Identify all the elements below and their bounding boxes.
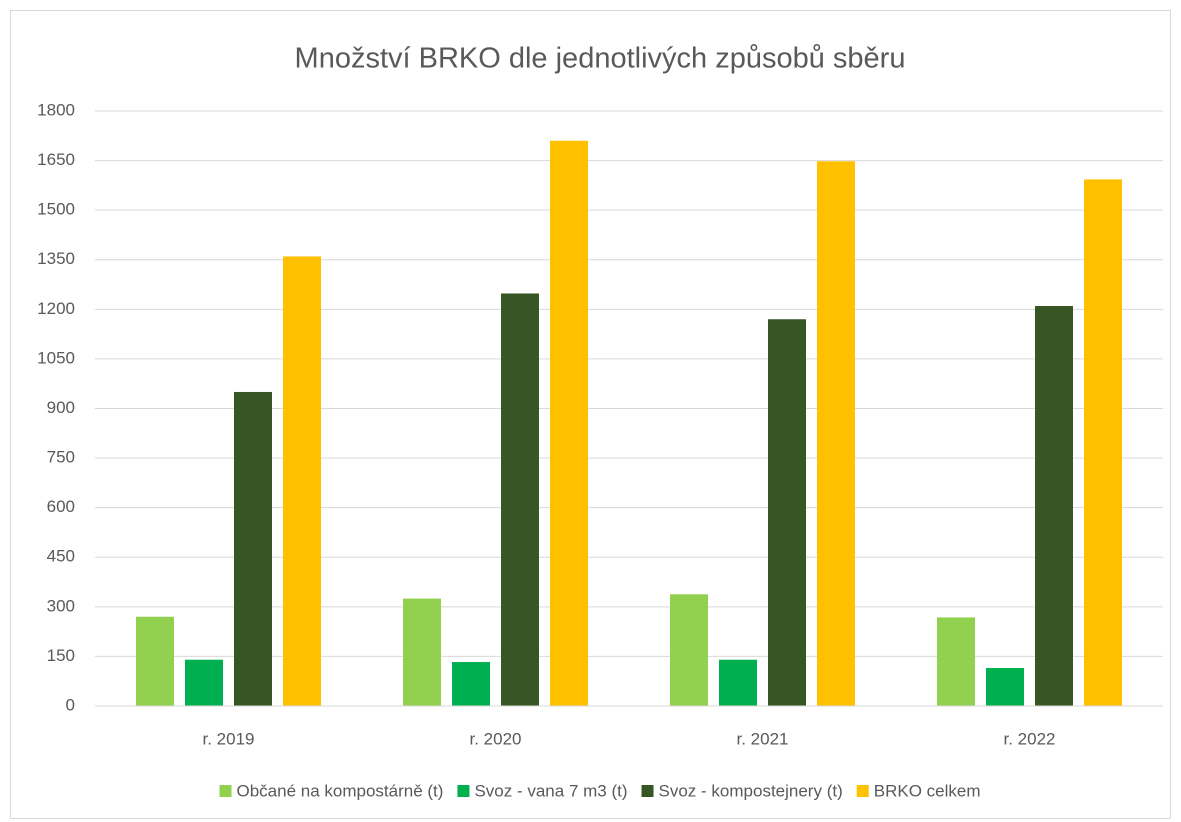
y-tick-label: 900 — [47, 398, 75, 417]
bar — [136, 616, 174, 706]
bar — [937, 617, 975, 706]
legend-label: BRKO celkem — [874, 781, 981, 800]
bar — [283, 256, 321, 706]
bar — [670, 594, 708, 706]
legend-label: Svoz - vana 7 m3 (t) — [474, 781, 627, 800]
bar — [403, 598, 441, 706]
bar — [234, 391, 272, 706]
bar — [817, 161, 855, 706]
bar — [452, 662, 490, 706]
bar — [768, 319, 806, 706]
legend-swatch — [219, 785, 232, 797]
y-tick-label: 1800 — [37, 100, 75, 119]
chart-title: Množství BRKO dle jednotlivých způsobů s… — [295, 43, 906, 75]
y-tick-label: 1500 — [37, 200, 75, 219]
legend-swatch — [457, 785, 470, 797]
y-tick-label: 0 — [66, 695, 75, 714]
y-tick-label: 1350 — [37, 249, 75, 268]
x-tick-label: r. 2020 — [470, 729, 522, 748]
y-tick-label: 600 — [47, 497, 75, 516]
bar — [550, 140, 588, 706]
y-tick-label: 1650 — [37, 150, 75, 169]
legend-label: Svoz - kompostejnery (t) — [659, 781, 843, 800]
bar — [1084, 179, 1122, 707]
y-tick-label: 450 — [47, 547, 75, 566]
x-tick-label: r. 2021 — [737, 729, 789, 748]
x-tick-label: r. 2019 — [203, 729, 255, 748]
legend-label: Občané na kompostárně (t) — [237, 781, 444, 800]
legend-swatch — [641, 785, 654, 797]
bar — [185, 659, 223, 706]
y-tick-label: 1200 — [37, 299, 75, 318]
y-tick-label: 300 — [47, 596, 75, 615]
y-tick-label: 1050 — [37, 348, 75, 367]
y-tick-label: 150 — [47, 646, 75, 665]
y-tick-label: 750 — [47, 448, 75, 467]
bar — [719, 659, 757, 706]
x-tick-label: r. 2022 — [1004, 729, 1056, 748]
bar — [501, 293, 539, 706]
bar — [1035, 306, 1073, 706]
bar — [986, 667, 1024, 706]
legend-swatch — [856, 785, 869, 797]
